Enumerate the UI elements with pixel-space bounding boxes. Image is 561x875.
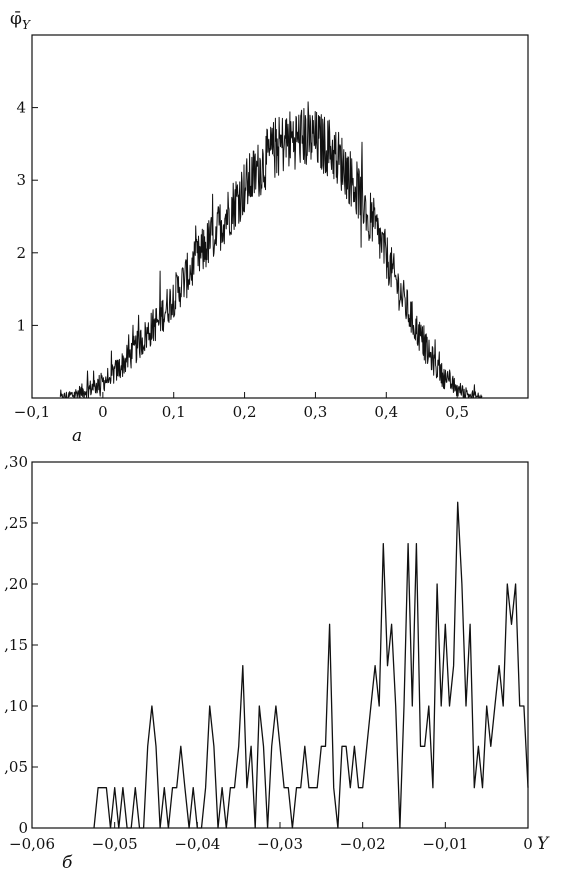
panel-a-series-line xyxy=(59,101,483,399)
panel-a-y-tick-label: 1 xyxy=(16,316,26,334)
panel-b-x-tick-label: −0,03 xyxy=(257,835,303,853)
panel-b-y-tick-label: ,05 xyxy=(4,758,28,776)
panel-a-ylabel-subscript: Y xyxy=(22,18,31,32)
panel-b-y-tick-label: 0 xyxy=(18,819,28,837)
panel-b-x-tick-label: 0 xyxy=(523,835,533,853)
panel-b-y-ticks: 0 ,05 ,10 ,15 ,20 ,25 ,30 xyxy=(4,453,38,837)
panel-a-x-tick-label: 0,4 xyxy=(374,403,398,421)
panel-b-y-tick-label: ,20 xyxy=(4,575,28,593)
panel-a-y-tick-label: 4 xyxy=(16,99,26,117)
panel-b-xlabel: Y xyxy=(537,834,550,854)
panel-b-x-tick-label: −0,05 xyxy=(92,835,138,853)
panel-a: φ̄ Y 1 2 3 4 −0,1 0 0,1 0,2 0,3 0,4 0,5 а xyxy=(10,9,529,446)
panel-a-y-tick-label: 2 xyxy=(16,244,26,262)
panel-b-y-tick-label: ,30 xyxy=(4,453,28,471)
panel-a-x-tick-label: 0,5 xyxy=(445,403,469,421)
panel-b-x-tick-label: −0,01 xyxy=(422,835,468,853)
panel-a-x-tick-label: −0,1 xyxy=(14,403,50,421)
panel-a-label: а xyxy=(72,426,82,446)
panel-b-y-tick-label: ,25 xyxy=(4,514,28,532)
panel-a-x-tick-label: 0 xyxy=(98,403,108,421)
panel-b-x-tick-label: −0,06 xyxy=(9,835,55,853)
panel-b-y-tick-label: ,15 xyxy=(4,636,28,654)
panel-b-series-line xyxy=(93,501,529,829)
panel-b-x-tick-label: −0,02 xyxy=(340,835,386,853)
panel-b: 0 ,05 ,10 ,15 ,20 ,25 ,30 −0,06 −0,05 −0,04 −0,03… xyxy=(4,453,550,873)
panel-b-label: б xyxy=(62,853,73,873)
panel-a-frame xyxy=(31,34,529,399)
panel-a-x-tick-label: 0,2 xyxy=(233,403,257,421)
panel-b-x-ticks: −0,06 −0,05 −0,04 −0,03 −0,02 −0,01 0 xyxy=(9,822,533,853)
panel-a-y-tick-label: 3 xyxy=(16,171,26,189)
panel-b-y-tick-label: ,10 xyxy=(4,697,28,715)
panel-a-x-tick-label: 0,3 xyxy=(303,403,327,421)
panel-a-x-tick-label: 0,1 xyxy=(162,403,186,421)
panel-a-ylabel-text: φ̄ xyxy=(10,9,22,29)
panel-b-x-tick-label: −0,04 xyxy=(174,835,220,853)
panel-a-y-ticks: 1 2 3 4 xyxy=(16,99,38,334)
panel-a-x-ticks: −0,1 0 0,1 0,2 0,3 0,4 0,5 xyxy=(14,392,469,421)
panel-a-ylabel: φ̄ Y xyxy=(10,9,31,32)
